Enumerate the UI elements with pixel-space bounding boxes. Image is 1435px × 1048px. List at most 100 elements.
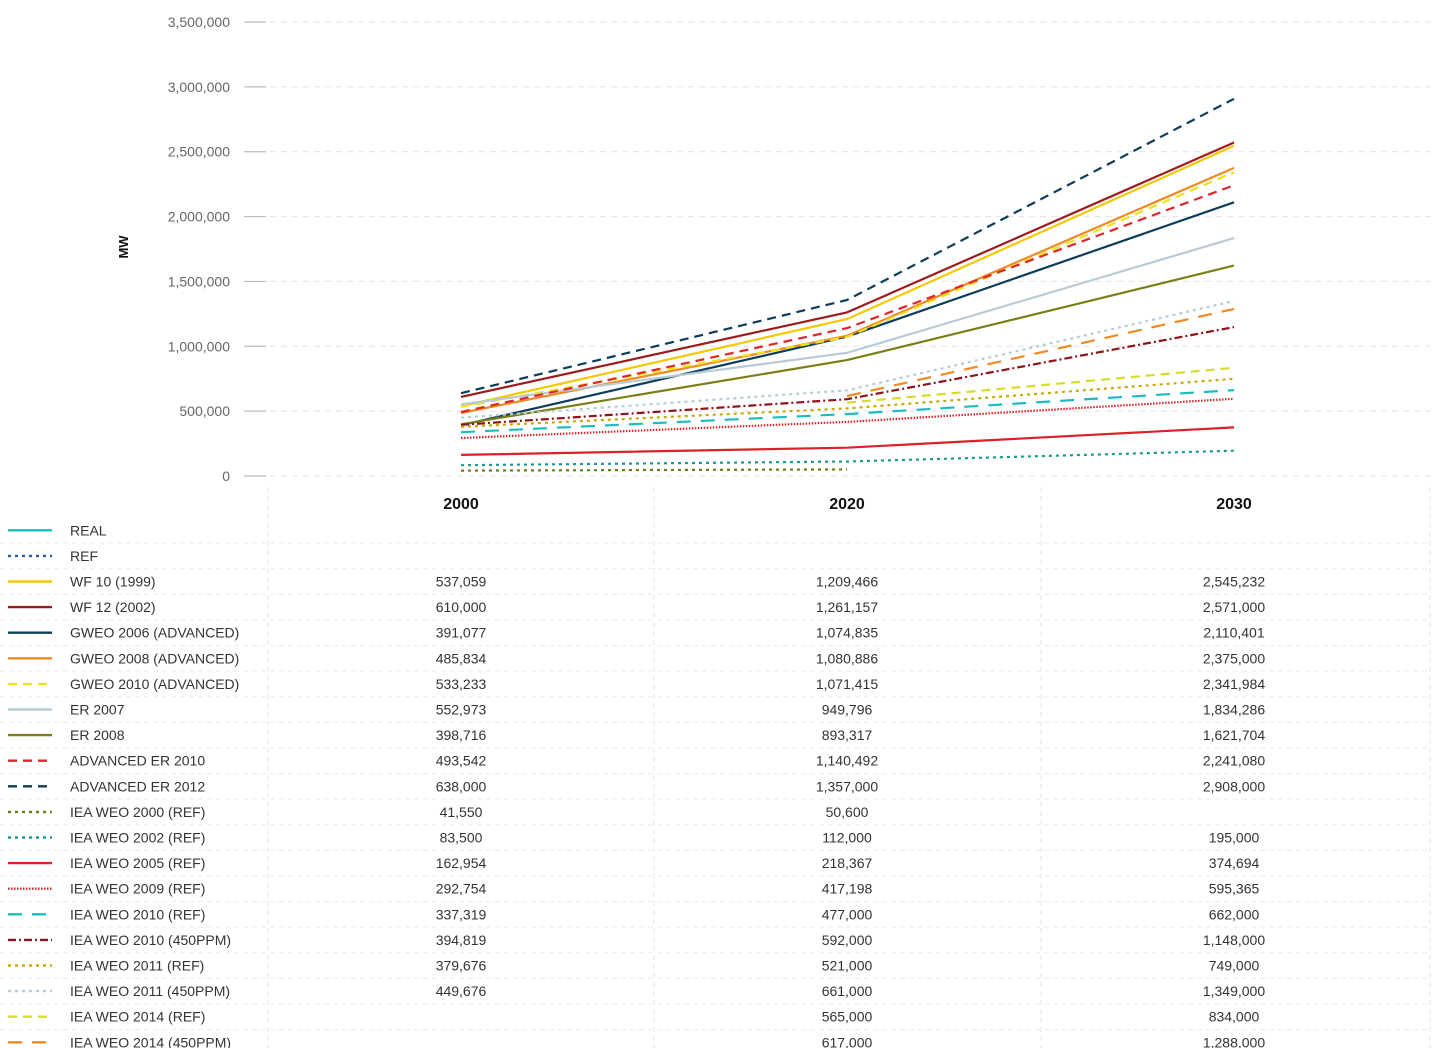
y-tick-label: 0 [222, 468, 230, 484]
data-label: 592,000 [822, 932, 873, 948]
data-label: 112,000 [822, 830, 872, 846]
legend-label: GWEO 2010 (ADVANCED) [70, 676, 239, 692]
data-label: 292,754 [436, 881, 487, 897]
series-line [460, 449, 1235, 467]
data-label: 218,367 [822, 855, 873, 871]
series-line [460, 237, 1235, 406]
legend-label: ER 2007 [70, 702, 125, 718]
series-line [460, 426, 1235, 456]
data-label: 1,209,466 [816, 574, 878, 590]
legend-label: ADVANCED ER 2010 [70, 753, 205, 769]
legend-label: IEA WEO 2014 (450PPM) [70, 1034, 231, 1048]
category-label: 2000 [443, 496, 479, 513]
data-label: 1,834,286 [1203, 702, 1265, 718]
legend-label: IEA WEO 2000 (REF) [70, 804, 205, 820]
data-label: 2,341,984 [1203, 676, 1265, 692]
data-label: 379,676 [436, 958, 487, 974]
y-axis-label: MW [116, 235, 131, 259]
data-label: 477,000 [822, 906, 873, 922]
legend-label: IEA WEO 2009 (REF) [70, 881, 205, 897]
series-line [846, 366, 1235, 404]
legend-label: WF 12 (2002) [70, 599, 156, 615]
data-label: 50,600 [826, 804, 869, 820]
data-label: 949,796 [822, 702, 873, 718]
series-lines [460, 97, 1235, 472]
data-label: 1,071,415 [816, 676, 878, 692]
y-tick-label: 3,500,000 [168, 14, 230, 30]
data-label: 485,834 [436, 650, 487, 666]
data-label: 749,000 [1209, 958, 1260, 974]
legend-label: WF 10 (1999) [70, 574, 156, 590]
series-line [460, 468, 848, 472]
data-label: 662,000 [1209, 906, 1260, 922]
series-line [460, 166, 1235, 415]
data-label: 617,000 [822, 1034, 873, 1048]
data-label: 2,571,000 [1203, 599, 1265, 615]
data-label: 1,357,000 [816, 778, 878, 794]
data-label: 2,908,000 [1203, 778, 1265, 794]
category-label: 2030 [1216, 496, 1252, 513]
series-line [460, 377, 1235, 428]
data-label: 162,954 [436, 855, 487, 871]
data-label: 1,148,000 [1203, 932, 1265, 948]
series-line [460, 141, 1235, 398]
series-line [846, 307, 1235, 398]
data-label: 834,000 [1209, 1009, 1260, 1025]
data-label: 391,077 [436, 625, 487, 641]
y-axis: MW 0 500,000 1,000,000 1,500,000 2,000,000 2,… [116, 14, 266, 484]
data-label: 493,542 [436, 753, 487, 769]
series-line [460, 184, 1235, 414]
legend-label: ER 2008 [70, 727, 125, 743]
data-label: 661,000 [822, 983, 873, 999]
data-label: 533,233 [436, 676, 487, 692]
series-line [460, 171, 1235, 408]
data-label: 552,973 [436, 702, 487, 718]
data-table: REAL REF WF 10 (1999) 537,059 1,209,466 2,545… [0, 522, 1430, 1048]
data-label: 337,319 [436, 906, 487, 922]
data-label: 537,059 [436, 574, 487, 590]
data-label: 195,000 [1209, 830, 1260, 846]
legend-label: REAL [70, 522, 107, 538]
legend-label: IEA WEO 2002 (REF) [70, 830, 205, 846]
data-label: 1,080,886 [816, 650, 878, 666]
data-label: 2,241,080 [1203, 753, 1265, 769]
data-label: 41,550 [440, 804, 483, 820]
data-label: 2,545,232 [1203, 574, 1265, 590]
legend-label: IEA WEO 2011 (REF) [70, 958, 204, 974]
series-line [460, 299, 1235, 419]
data-label: 565,000 [822, 1009, 873, 1025]
y-tick-label: 1,000,000 [168, 338, 230, 354]
y-tick-label: 2,500,000 [168, 144, 230, 160]
data-label: 610,000 [436, 599, 487, 615]
data-label: 595,365 [1209, 881, 1260, 897]
series-line [460, 97, 1235, 395]
legend-label: IEA WEO 2010 (450PPM) [70, 932, 231, 948]
data-label: 374,694 [1209, 855, 1260, 871]
data-label: 2,110,401 [1203, 625, 1264, 641]
data-label: 521,000 [822, 958, 873, 974]
y-tick-label: 3,000,000 [168, 79, 230, 95]
data-label: 449,676 [436, 983, 487, 999]
data-label: 83,500 [440, 830, 483, 846]
legend-label: IEA WEO 2014 (REF) [70, 1009, 205, 1025]
legend-label: REF [70, 548, 98, 564]
x-axis-categories: 2000 2020 2030 [443, 496, 1252, 513]
y-tick-label: 1,500,000 [168, 273, 230, 289]
legend-label: IEA WEO 2005 (REF) [70, 855, 205, 871]
y-tick-label: 500,000 [179, 403, 230, 419]
data-label: 398,716 [436, 727, 487, 743]
series-line [460, 264, 1235, 426]
series-line [460, 389, 1235, 434]
data-label: 893,317 [822, 727, 873, 743]
data-label: 1,349,000 [1203, 983, 1265, 999]
series-line [460, 144, 1235, 408]
legend-label: ADVANCED ER 2012 [70, 778, 205, 794]
data-label: 394,819 [436, 932, 487, 948]
data-label: 1,288,000 [1203, 1034, 1265, 1048]
legend-label: GWEO 2008 (ADVANCED) [70, 650, 239, 666]
legend-label: IEA WEO 2010 (REF) [70, 906, 205, 922]
category-label: 2020 [829, 496, 865, 513]
data-label: 1,074,835 [816, 625, 878, 641]
data-label: 1,621,704 [1203, 727, 1265, 743]
